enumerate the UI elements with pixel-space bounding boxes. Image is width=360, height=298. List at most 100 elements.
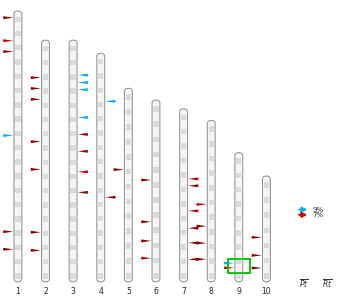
Bar (43, 188, 48, 193)
Bar (98, 245, 103, 250)
Bar (43, 259, 48, 264)
Bar (15, 102, 21, 108)
Bar (43, 103, 48, 108)
Polygon shape (197, 258, 207, 261)
Text: $\overline{Pt}$: $\overline{Pt}$ (299, 278, 309, 290)
Bar (98, 259, 103, 264)
Polygon shape (252, 267, 262, 269)
Bar (126, 213, 131, 219)
Bar (71, 245, 76, 250)
Bar (153, 182, 159, 188)
Bar (264, 228, 269, 233)
Bar (208, 126, 214, 132)
Bar (43, 145, 48, 151)
Text: 9: 9 (237, 287, 241, 296)
Bar (181, 273, 186, 279)
Bar (15, 273, 21, 279)
Bar (208, 170, 214, 176)
Bar (71, 159, 76, 165)
Bar (181, 230, 186, 235)
Bar (181, 158, 186, 163)
Polygon shape (78, 81, 88, 84)
Bar (71, 174, 76, 179)
Bar (15, 145, 21, 150)
Bar (126, 109, 131, 115)
Polygon shape (141, 239, 151, 242)
Bar (43, 231, 48, 236)
Bar (15, 173, 21, 179)
Bar (98, 273, 103, 279)
Polygon shape (252, 236, 262, 239)
Bar (208, 185, 214, 191)
Bar (15, 17, 21, 22)
Polygon shape (188, 184, 198, 187)
Bar (98, 159, 103, 164)
Bar (264, 273, 269, 279)
Polygon shape (3, 16, 13, 19)
Polygon shape (31, 168, 41, 171)
Polygon shape (31, 98, 41, 101)
Bar (15, 74, 21, 79)
Bar (98, 202, 103, 207)
Bar (71, 231, 76, 236)
Bar (153, 106, 159, 112)
Polygon shape (78, 191, 88, 194)
FancyBboxPatch shape (262, 176, 270, 282)
Bar (98, 145, 103, 150)
Bar (71, 273, 76, 279)
Bar (153, 197, 159, 203)
Bar (43, 273, 48, 279)
Bar (43, 216, 48, 222)
Bar (153, 273, 159, 279)
Polygon shape (188, 258, 198, 261)
Text: 9%: 9% (312, 207, 323, 212)
FancyBboxPatch shape (207, 120, 215, 282)
Bar (98, 73, 103, 79)
Bar (153, 122, 159, 127)
Text: 10: 10 (262, 287, 271, 296)
Bar (126, 184, 131, 189)
Bar (236, 187, 242, 193)
Bar (71, 216, 76, 222)
Bar (126, 124, 131, 130)
Bar (153, 258, 159, 263)
Bar (236, 173, 242, 178)
Bar (126, 94, 131, 100)
Bar (98, 88, 103, 93)
Text: 5: 5 (126, 287, 131, 296)
Polygon shape (188, 177, 198, 180)
Polygon shape (31, 231, 41, 234)
Polygon shape (31, 249, 41, 252)
Text: $\overline{Rt}$: $\overline{Rt}$ (322, 278, 332, 290)
Bar (71, 60, 76, 65)
Bar (208, 141, 214, 147)
Bar (15, 117, 21, 122)
Bar (71, 74, 76, 80)
Bar (126, 154, 131, 159)
Bar (15, 45, 21, 50)
Bar (264, 258, 269, 263)
Bar (71, 259, 76, 264)
Polygon shape (78, 170, 88, 173)
Bar (43, 245, 48, 250)
Polygon shape (188, 209, 198, 212)
Bar (228, 259, 249, 273)
Polygon shape (197, 203, 207, 206)
Text: 3: 3 (71, 287, 76, 296)
FancyBboxPatch shape (180, 109, 188, 282)
Bar (43, 202, 48, 207)
Bar (126, 243, 131, 249)
Polygon shape (31, 76, 41, 79)
Bar (264, 197, 269, 203)
Polygon shape (105, 196, 116, 199)
Text: 7%: 7% (312, 212, 323, 218)
Bar (153, 243, 159, 248)
Bar (153, 136, 159, 142)
Polygon shape (3, 39, 13, 42)
Bar (15, 259, 21, 264)
Bar (126, 198, 131, 204)
Bar (181, 259, 186, 264)
FancyBboxPatch shape (69, 40, 77, 282)
Bar (15, 31, 21, 36)
Bar (181, 129, 186, 134)
